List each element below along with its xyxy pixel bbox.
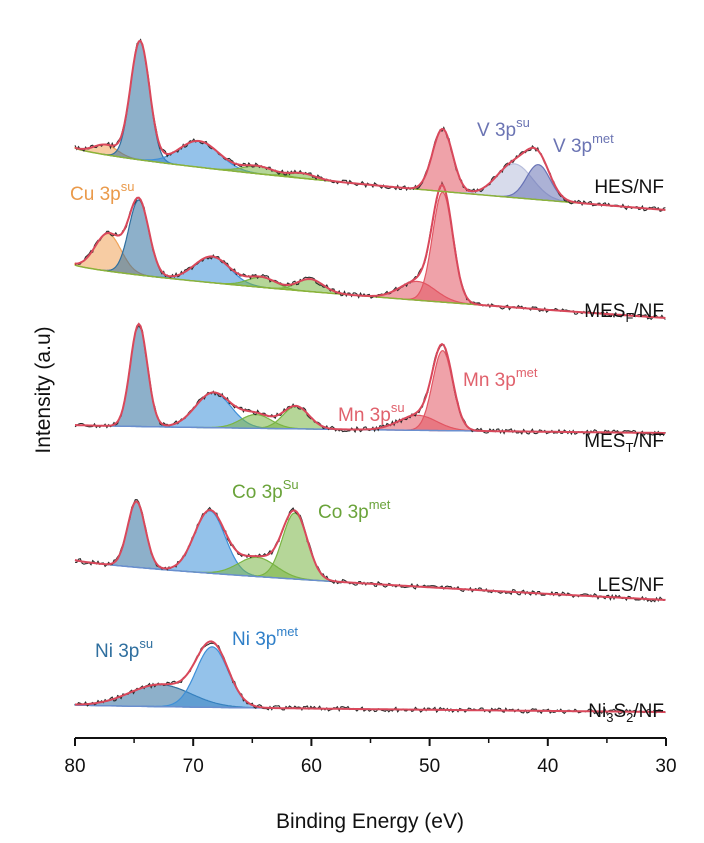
series-label-mesf: MESF/NF	[584, 301, 664, 325]
x-tick-label-70: 70	[183, 756, 204, 777]
series-mest-nf	[74, 322, 666, 437]
fit-envelope-0	[75, 640, 666, 713]
fit-envelope-4	[74, 39, 666, 211]
annotation-ni-3p-met: Ni 3pmet	[232, 624, 298, 650]
series-hes-nf	[74, 38, 666, 212]
annotation-co-3p-met: Co 3pmet	[318, 497, 391, 523]
y-axis-title: Intensity (a.u)	[32, 326, 55, 453]
x-axis-title: Binding Energy (eV)	[276, 810, 464, 833]
peak-4-5	[402, 128, 483, 196]
series-label-hes: HES/NF	[594, 177, 664, 198]
fit-envelope-1	[74, 500, 666, 601]
fit-envelope-3	[74, 183, 666, 319]
x-axis: 80 70 60 50 40 30	[64, 737, 677, 777]
series-ni3s2-nf	[74, 640, 666, 715]
x-tick-label-50: 50	[419, 756, 440, 777]
x-tick-label-80: 80	[64, 756, 85, 777]
x-axis-ticks: 80 70 60 50 40 30	[64, 738, 677, 777]
x-tick-label-30: 30	[655, 756, 676, 777]
peak-1-0	[100, 500, 172, 571]
annotation-mn-3p-su: Mn 3psu	[338, 400, 405, 426]
spectra-layer	[74, 38, 666, 715]
raw-data-1	[74, 499, 666, 603]
fit-envelope-2	[74, 322, 666, 434]
series-label-les: LES/NF	[597, 575, 664, 596]
series-label-ni3s2: Ni3S2/NF	[588, 701, 664, 725]
peak-2-0	[104, 323, 174, 428]
x-tick-label-40: 40	[537, 756, 558, 777]
series-label-mest: MEST/NF	[584, 431, 664, 455]
baseline-1	[74, 559, 666, 601]
series-mesf-nf	[74, 180, 666, 321]
annotation-v-3p-su: V 3psu	[477, 115, 530, 141]
annotation-v-3p-met: V 3pmet	[553, 131, 614, 157]
x-tick-label-60: 60	[301, 756, 322, 777]
annotation-co-3p-su: Co 3pSu	[232, 477, 299, 503]
annotation-mn-3p-met: Mn 3pmet	[463, 365, 538, 391]
annotation-cu-3p-su: Cu 3psu	[70, 179, 134, 205]
series-les-nf	[74, 499, 666, 603]
annotation-ni-3p-su: Ni 3psu	[95, 636, 153, 662]
